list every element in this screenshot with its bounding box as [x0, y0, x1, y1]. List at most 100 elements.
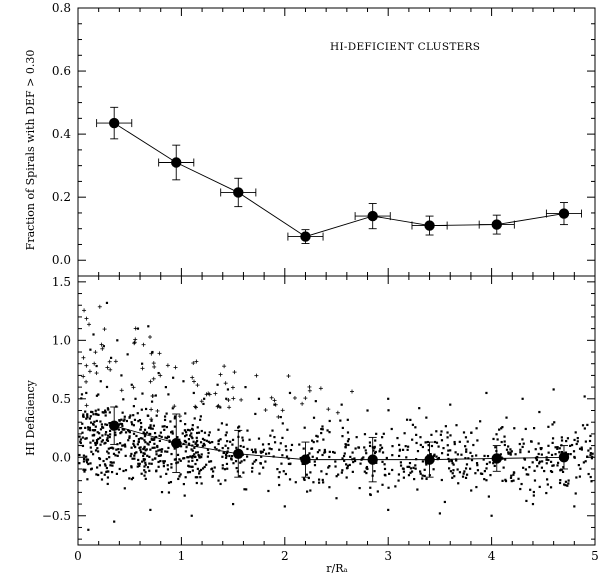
- scatter-point: [127, 439, 130, 442]
- scatter-point: [461, 475, 465, 478]
- scatter-point: [475, 427, 478, 430]
- bottom-mean-point: [300, 454, 311, 465]
- scatter-point: [485, 462, 489, 466]
- scatter-point: [170, 466, 173, 469]
- scatter-point: [189, 434, 192, 437]
- scatter-point: [221, 455, 224, 458]
- scatter-point: [205, 463, 208, 466]
- scatter-point: [235, 466, 238, 470]
- scatter-point: [493, 464, 496, 468]
- scatter-point: [98, 432, 101, 435]
- scatter-point: [112, 447, 115, 450]
- scatter-point: [321, 453, 324, 457]
- bottom-mean-point: [108, 420, 120, 431]
- scatter-point: [173, 425, 176, 428]
- scatter-point: [510, 474, 513, 477]
- scatter-point: [317, 481, 321, 484]
- scatter-point: [560, 450, 563, 454]
- scatter-point: [92, 439, 95, 442]
- scatter-point: [131, 423, 134, 426]
- scatter-point: [206, 448, 210, 451]
- scatter-point: [586, 455, 589, 458]
- scatter-point: [89, 462, 92, 465]
- scatter-point: [257, 397, 261, 400]
- scatter-point: [541, 460, 544, 463]
- scatter-point: [194, 442, 197, 445]
- scatter-point: [556, 447, 559, 450]
- scatter-point: [103, 463, 107, 466]
- scatter-point: [547, 425, 550, 428]
- scatter-point: [139, 437, 142, 440]
- scatter-point: [405, 456, 408, 459]
- scatter-point: [278, 483, 281, 487]
- x-tick-label: 4: [488, 549, 496, 563]
- scatter-point: [113, 520, 116, 523]
- scatter-point: [588, 439, 592, 443]
- scatter-point: [464, 476, 468, 479]
- top-y-axis-label: Fraction of Spirals with DEF > 0.30: [24, 50, 37, 251]
- scatter-point: [504, 458, 507, 461]
- scatter-point: [311, 455, 314, 458]
- scatter-point: [191, 454, 195, 458]
- scatter-point: [464, 467, 468, 470]
- scatter-point: [143, 452, 146, 456]
- scatter-point: [251, 462, 254, 465]
- scatter-point: [525, 499, 528, 503]
- scatter-point: [105, 470, 108, 473]
- scatter-point: [193, 453, 196, 456]
- scatter-point: [91, 410, 94, 414]
- scatter-point: [95, 439, 99, 442]
- scatter-point: [551, 441, 554, 445]
- scatter-point: [552, 388, 555, 391]
- scatter-point: [354, 447, 357, 450]
- scatter-point: [427, 449, 430, 452]
- scatter-point: [456, 468, 459, 471]
- scatter-point: [99, 428, 103, 431]
- scatter-point: [323, 448, 326, 452]
- scatter-point: [363, 446, 366, 449]
- scatter-point: [320, 431, 323, 435]
- scatter-point: [241, 439, 245, 442]
- scatter-point: [154, 394, 157, 397]
- scatter-point: [248, 438, 251, 441]
- scatter-point: [195, 441, 198, 444]
- scatter-point: [86, 458, 90, 461]
- scatter-point: [81, 444, 85, 448]
- scatter-point: [200, 453, 203, 456]
- scatter-point: [589, 452, 592, 455]
- scatter-point: [79, 438, 82, 441]
- scatter-point: [368, 444, 372, 448]
- scatter-point: [108, 429, 112, 433]
- scatter-point: [383, 463, 386, 466]
- scatter-point: [500, 440, 503, 444]
- scatter-point: [267, 452, 271, 455]
- scatter-point: [130, 383, 133, 386]
- scatter-point: [157, 449, 160, 452]
- scatter-point: [99, 380, 102, 383]
- scatter-point: [123, 415, 126, 418]
- scatter-point: [91, 429, 95, 432]
- scatter-point: [551, 423, 554, 426]
- scatter-point: [136, 327, 140, 330]
- scatter-point: [483, 478, 486, 481]
- scatter-point: [364, 449, 367, 452]
- scatter-point: [101, 439, 104, 442]
- scatter-point: [435, 441, 439, 444]
- scatter-point: [143, 474, 146, 477]
- scatter-point: [171, 407, 174, 410]
- scatter-point: [128, 436, 131, 439]
- scatter-point: [108, 421, 111, 425]
- scatter-point: [101, 411, 104, 414]
- scatter-point: [282, 470, 285, 473]
- scatter-point: [425, 477, 428, 481]
- scatter-point: [142, 432, 145, 435]
- scatter-point: [397, 473, 401, 476]
- scatter-point: [560, 468, 563, 471]
- scatter-point: [379, 444, 382, 447]
- scatter-point: [381, 436, 384, 439]
- scatter-point: [529, 440, 533, 443]
- scatter-point: [416, 450, 420, 453]
- scatter-point: [147, 325, 150, 328]
- scatter-point: [164, 436, 167, 439]
- scatter-point: [421, 460, 424, 463]
